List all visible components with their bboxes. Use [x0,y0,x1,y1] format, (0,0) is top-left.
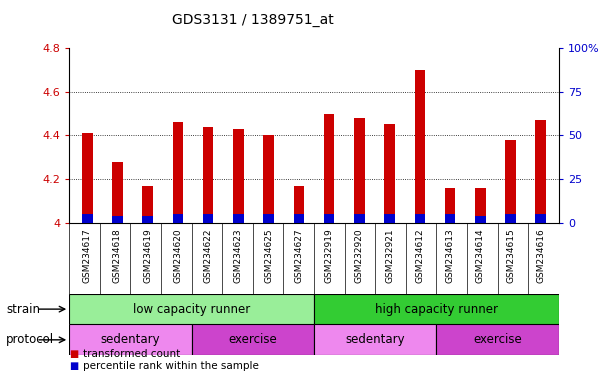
Text: GSM234627: GSM234627 [294,228,304,283]
Bar [475,216,486,223]
Bar [445,214,456,223]
Bar [82,214,93,223]
Bar [112,162,123,223]
Text: protocol: protocol [6,333,54,346]
Bar [203,214,213,223]
Text: exercise: exercise [228,333,277,346]
Bar [192,324,314,355]
Text: transformed count: transformed count [83,349,180,359]
Text: GSM234623: GSM234623 [234,228,243,283]
Bar [203,127,213,223]
Bar [324,214,334,223]
Bar [294,185,304,223]
Bar [263,135,274,223]
Text: GSM234622: GSM234622 [204,228,213,283]
Text: GSM232919: GSM232919 [325,228,334,283]
Bar [82,133,93,223]
Bar [263,214,274,223]
Text: GSM234618: GSM234618 [113,228,122,283]
Text: sedentary: sedentary [346,333,405,346]
Bar [142,216,153,223]
Bar [112,216,123,223]
Text: ■: ■ [69,349,78,359]
Bar [436,324,559,355]
Bar [324,114,334,223]
Text: GSM234625: GSM234625 [264,228,273,283]
Text: GSM234619: GSM234619 [143,228,152,283]
Bar [384,214,395,223]
Text: strain: strain [6,303,40,316]
Bar [535,120,546,223]
Bar [69,324,192,355]
Text: GSM234613: GSM234613 [445,228,454,283]
Bar [233,214,244,223]
Text: GSM234616: GSM234616 [536,228,545,283]
Bar [294,214,304,223]
Text: GSM234614: GSM234614 [476,228,485,283]
Bar [354,118,365,223]
Text: GSM234620: GSM234620 [174,228,183,283]
Text: high capacity runner: high capacity runner [375,303,498,316]
Text: low capacity runner: low capacity runner [133,303,250,316]
Text: GSM232921: GSM232921 [385,228,394,283]
Text: GSM232920: GSM232920 [355,228,364,283]
Bar [314,294,559,324]
Bar [69,294,314,324]
Bar [354,214,365,223]
Bar [172,214,183,223]
Bar [445,188,456,223]
Bar [172,122,183,223]
Text: GDS3131 / 1389751_at: GDS3131 / 1389751_at [171,13,334,27]
Bar [384,124,395,223]
Text: GSM234615: GSM234615 [506,228,515,283]
Bar [415,70,425,223]
Bar [505,214,516,223]
Text: percentile rank within the sample: percentile rank within the sample [83,361,259,371]
Text: sedentary: sedentary [100,333,160,346]
Bar [314,324,436,355]
Bar [475,188,486,223]
Bar [535,214,546,223]
Text: GSM234612: GSM234612 [415,228,424,283]
Text: exercise: exercise [474,333,522,346]
Text: GSM234617: GSM234617 [83,228,92,283]
Bar [233,129,244,223]
Text: ■: ■ [69,361,78,371]
Bar [505,140,516,223]
Bar [415,214,425,223]
Bar [142,185,153,223]
